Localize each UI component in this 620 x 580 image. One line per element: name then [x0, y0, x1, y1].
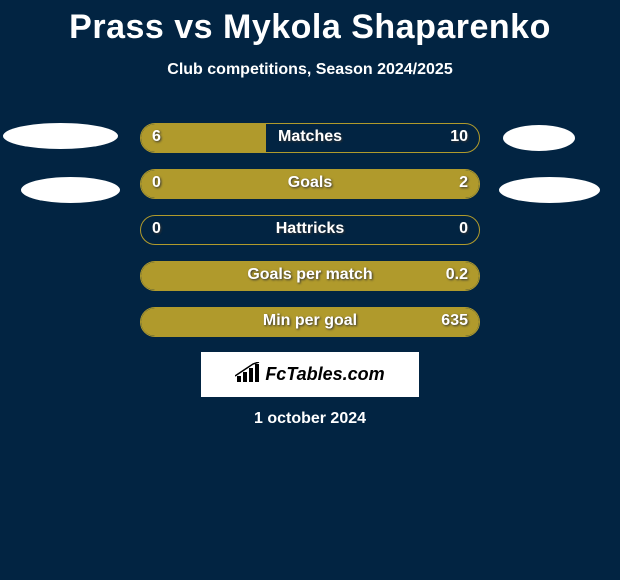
stat-value-left: 6: [152, 128, 161, 146]
stat-row: Min per goal635: [0, 299, 620, 345]
page-subtitle: Club competitions, Season 2024/2025: [0, 61, 620, 79]
stat-label: Goals: [0, 174, 620, 192]
brand-text: FcTables.com: [235, 364, 384, 385]
stat-row: Hattricks0 0: [0, 207, 620, 253]
stat-value-right: 635: [441, 312, 468, 330]
brand-label: FcTables.com: [265, 364, 384, 384]
stat-value-right: 0: [459, 220, 468, 238]
bar-chart-icon: [235, 362, 261, 384]
stat-row: Matches6 10: [0, 115, 620, 161]
stats-container: Matches610Goals02Hattricks00Goals per ma…: [0, 115, 620, 345]
stat-label: Hattricks: [0, 220, 620, 238]
stat-value-right: 10: [450, 128, 468, 146]
page-title: Prass vs Mykola Shaparenko: [0, 0, 620, 47]
brand-box[interactable]: FcTables.com: [201, 352, 419, 397]
stat-value-left: 0: [152, 220, 161, 238]
date: 1 october 2024: [0, 410, 620, 428]
stat-value-left: 0: [152, 174, 161, 192]
stat-label: Goals per match: [0, 266, 620, 284]
stat-value-right: 2: [459, 174, 468, 192]
stat-value-right: 0.2: [446, 266, 468, 284]
stat-row: Goals per match0.2: [0, 253, 620, 299]
stat-label: Min per goal: [0, 312, 620, 330]
stat-label: Matches: [0, 128, 620, 146]
